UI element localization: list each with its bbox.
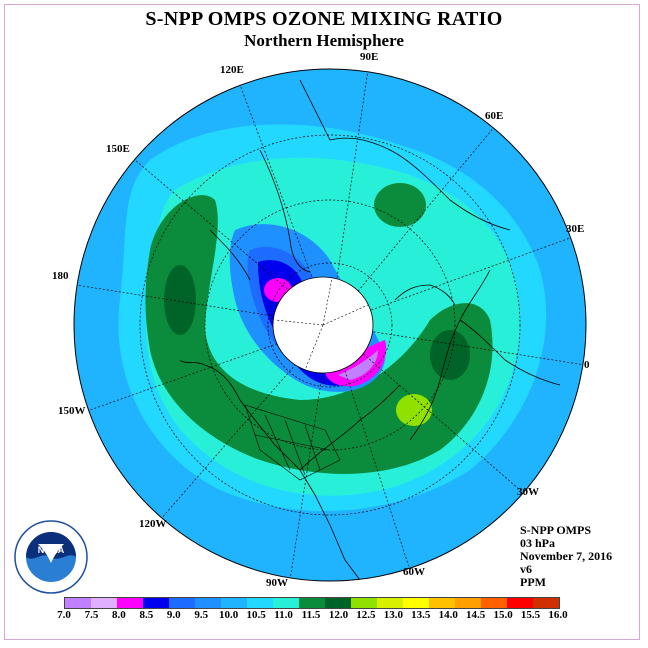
lon-label-150w: 150W bbox=[58, 405, 86, 417]
lon-label-60e: 60E bbox=[485, 110, 504, 122]
colorbar-swatch bbox=[195, 598, 221, 608]
polar-gap-graticule bbox=[274, 277, 369, 371]
coastlines bbox=[179, 79, 561, 581]
colorbar-tick-label: 10.5 bbox=[246, 609, 266, 621]
info-instrument: S-NPP OMPS bbox=[520, 523, 591, 537]
colorbar-swatch bbox=[533, 598, 559, 608]
info-level: 03 hPa bbox=[520, 536, 556, 550]
colorbar-swatch bbox=[273, 598, 299, 608]
map-title: S-NPP OMPS OZONE MIXING RATIO bbox=[145, 8, 503, 30]
colorbar-swatch bbox=[91, 598, 117, 608]
lon-label-0: 0 bbox=[584, 359, 590, 371]
colorbar-tick-label: 7.5 bbox=[84, 609, 99, 621]
colorbar-swatch bbox=[403, 598, 429, 608]
lon-label-120e: 120E bbox=[220, 64, 244, 76]
colorbar-tick-label: 14.5 bbox=[466, 609, 486, 621]
colorbar-tick-label: 9.5 bbox=[194, 609, 209, 621]
colorbar-tick-label: 7.0 bbox=[57, 609, 71, 621]
colorbar-tick-label: 8.5 bbox=[139, 609, 154, 621]
info-units: PPM bbox=[520, 575, 546, 589]
colorbar bbox=[64, 597, 560, 609]
map-subtitle: Northern Hemisphere bbox=[244, 31, 404, 50]
colorbar-tick-label: 13.5 bbox=[411, 609, 431, 621]
us-borders bbox=[244, 404, 341, 481]
colorbar-tick-label: 8.0 bbox=[112, 609, 126, 621]
map-boundary bbox=[73, 68, 587, 582]
lon-label-90w: 90W bbox=[266, 577, 288, 589]
colorbar-tick-label: 11.5 bbox=[301, 609, 321, 621]
colorbar-swatch bbox=[429, 598, 455, 608]
lon-label-180: 180 bbox=[52, 270, 69, 282]
band-7-5 bbox=[338, 350, 378, 380]
colorbar-swatch bbox=[221, 598, 247, 608]
noaa-logo-text: NOAA bbox=[38, 545, 65, 555]
colorbar-tick-label: 11.0 bbox=[274, 609, 293, 621]
lon-label-30e: 30E bbox=[566, 223, 585, 235]
info-date: November 7, 2016 bbox=[520, 549, 613, 563]
colorbar-tick-label: 15.5 bbox=[520, 609, 541, 621]
band-12-0-east bbox=[430, 330, 470, 380]
band-11-5-siberia bbox=[374, 183, 426, 227]
colorbar-swatch bbox=[169, 598, 195, 608]
band-12-0-west bbox=[164, 265, 196, 335]
colorbar-swatch bbox=[351, 598, 377, 608]
lon-label-120w: 120W bbox=[139, 518, 167, 530]
colorbar-swatch bbox=[325, 598, 351, 608]
colorbar-swatch bbox=[455, 598, 481, 608]
colorbar-swatch bbox=[507, 598, 533, 608]
noaa-logo: NOAA bbox=[14, 520, 88, 594]
lon-label-150e: 150E bbox=[106, 143, 130, 155]
colorbar-tick-label: 12.5 bbox=[356, 609, 376, 621]
colorbar-tick-label: 10.0 bbox=[219, 609, 239, 621]
colorbar-tick-label: 16.0 bbox=[548, 609, 568, 621]
lon-label-90e: 90E bbox=[360, 51, 379, 63]
info-version: v6 bbox=[520, 562, 532, 576]
figure-frame bbox=[4, 4, 640, 640]
band-12-5-atlantic bbox=[396, 394, 432, 426]
colorbar-tick-label: 14.0 bbox=[438, 609, 458, 621]
colorbar-swatch bbox=[143, 598, 169, 608]
info-block: S-NPP OMPS 03 hPa November 7, 2016 v6 PP… bbox=[520, 524, 612, 589]
colorbar-swatch bbox=[65, 598, 91, 608]
colorbar-tick-label: 13.0 bbox=[383, 609, 403, 621]
colorbar-swatch bbox=[117, 598, 143, 608]
lon-label-30w: 30W bbox=[517, 486, 539, 498]
colorbar-tick-label: 15.0 bbox=[493, 609, 513, 621]
colorbar-swatch bbox=[247, 598, 273, 608]
colorbar-swatch bbox=[377, 598, 403, 608]
colorbar-swatch bbox=[481, 598, 507, 608]
lon-label-60w: 60W bbox=[403, 566, 425, 578]
colorbar-swatch bbox=[299, 598, 325, 608]
colorbar-tick-label: 12.0 bbox=[328, 609, 349, 621]
colorbar-tick-label: 9.0 bbox=[166, 609, 181, 621]
